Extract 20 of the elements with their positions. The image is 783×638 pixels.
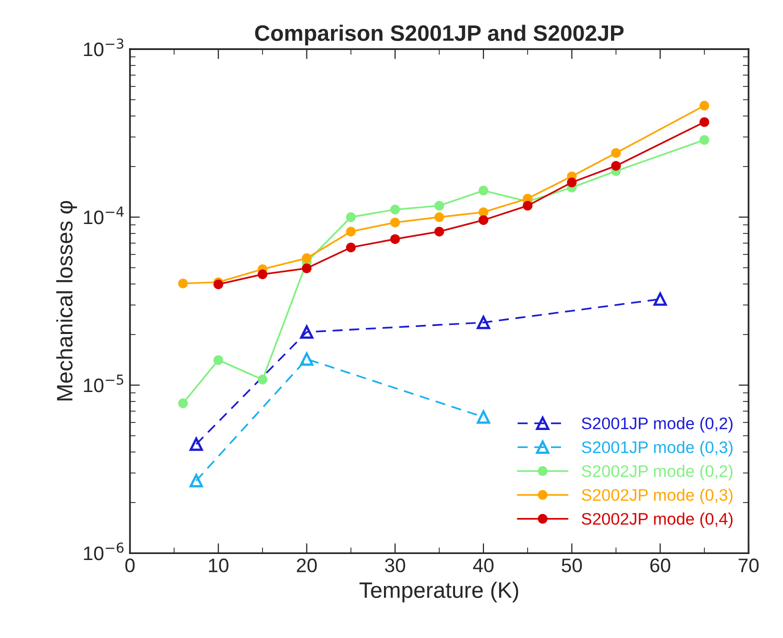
x-tick-label: 60 [650,558,670,572]
y-tick-label: 10$^{−4}$ [84,206,124,224]
x-tick-label: 0 [125,558,135,572]
x-axis-title: Temperature (K) [360,582,518,602]
y-axis-title: Mechanical losses φ [56,200,77,400]
legend-label: S2001JP mode (0,3) [582,440,733,456]
x-tick-label: 20 [296,558,317,572]
x-tick-label: 50 [562,558,582,572]
y-tick-label: 10$^{−5}$ [84,374,124,392]
chart-title: Comparison S2001JP and S2002JP [255,24,624,46]
legend-label: S2002JP mode (0,3) [582,488,733,504]
x-tick-label: 40 [473,558,494,572]
x-tick-label: 70 [738,558,759,572]
x-tick-label: 10 [209,558,228,572]
legend-label: S2002JP mode (0,2) [582,464,733,480]
y-tick-label: 10$^{−3}$ [84,38,124,56]
x-tick-label: 30 [385,558,406,572]
legend-label: S2002JP mode (0,4) [582,512,733,528]
legend-label: S2001JP mode (0,2) [582,417,733,433]
y-tick-label: 10$^{−6}$ [84,542,124,560]
